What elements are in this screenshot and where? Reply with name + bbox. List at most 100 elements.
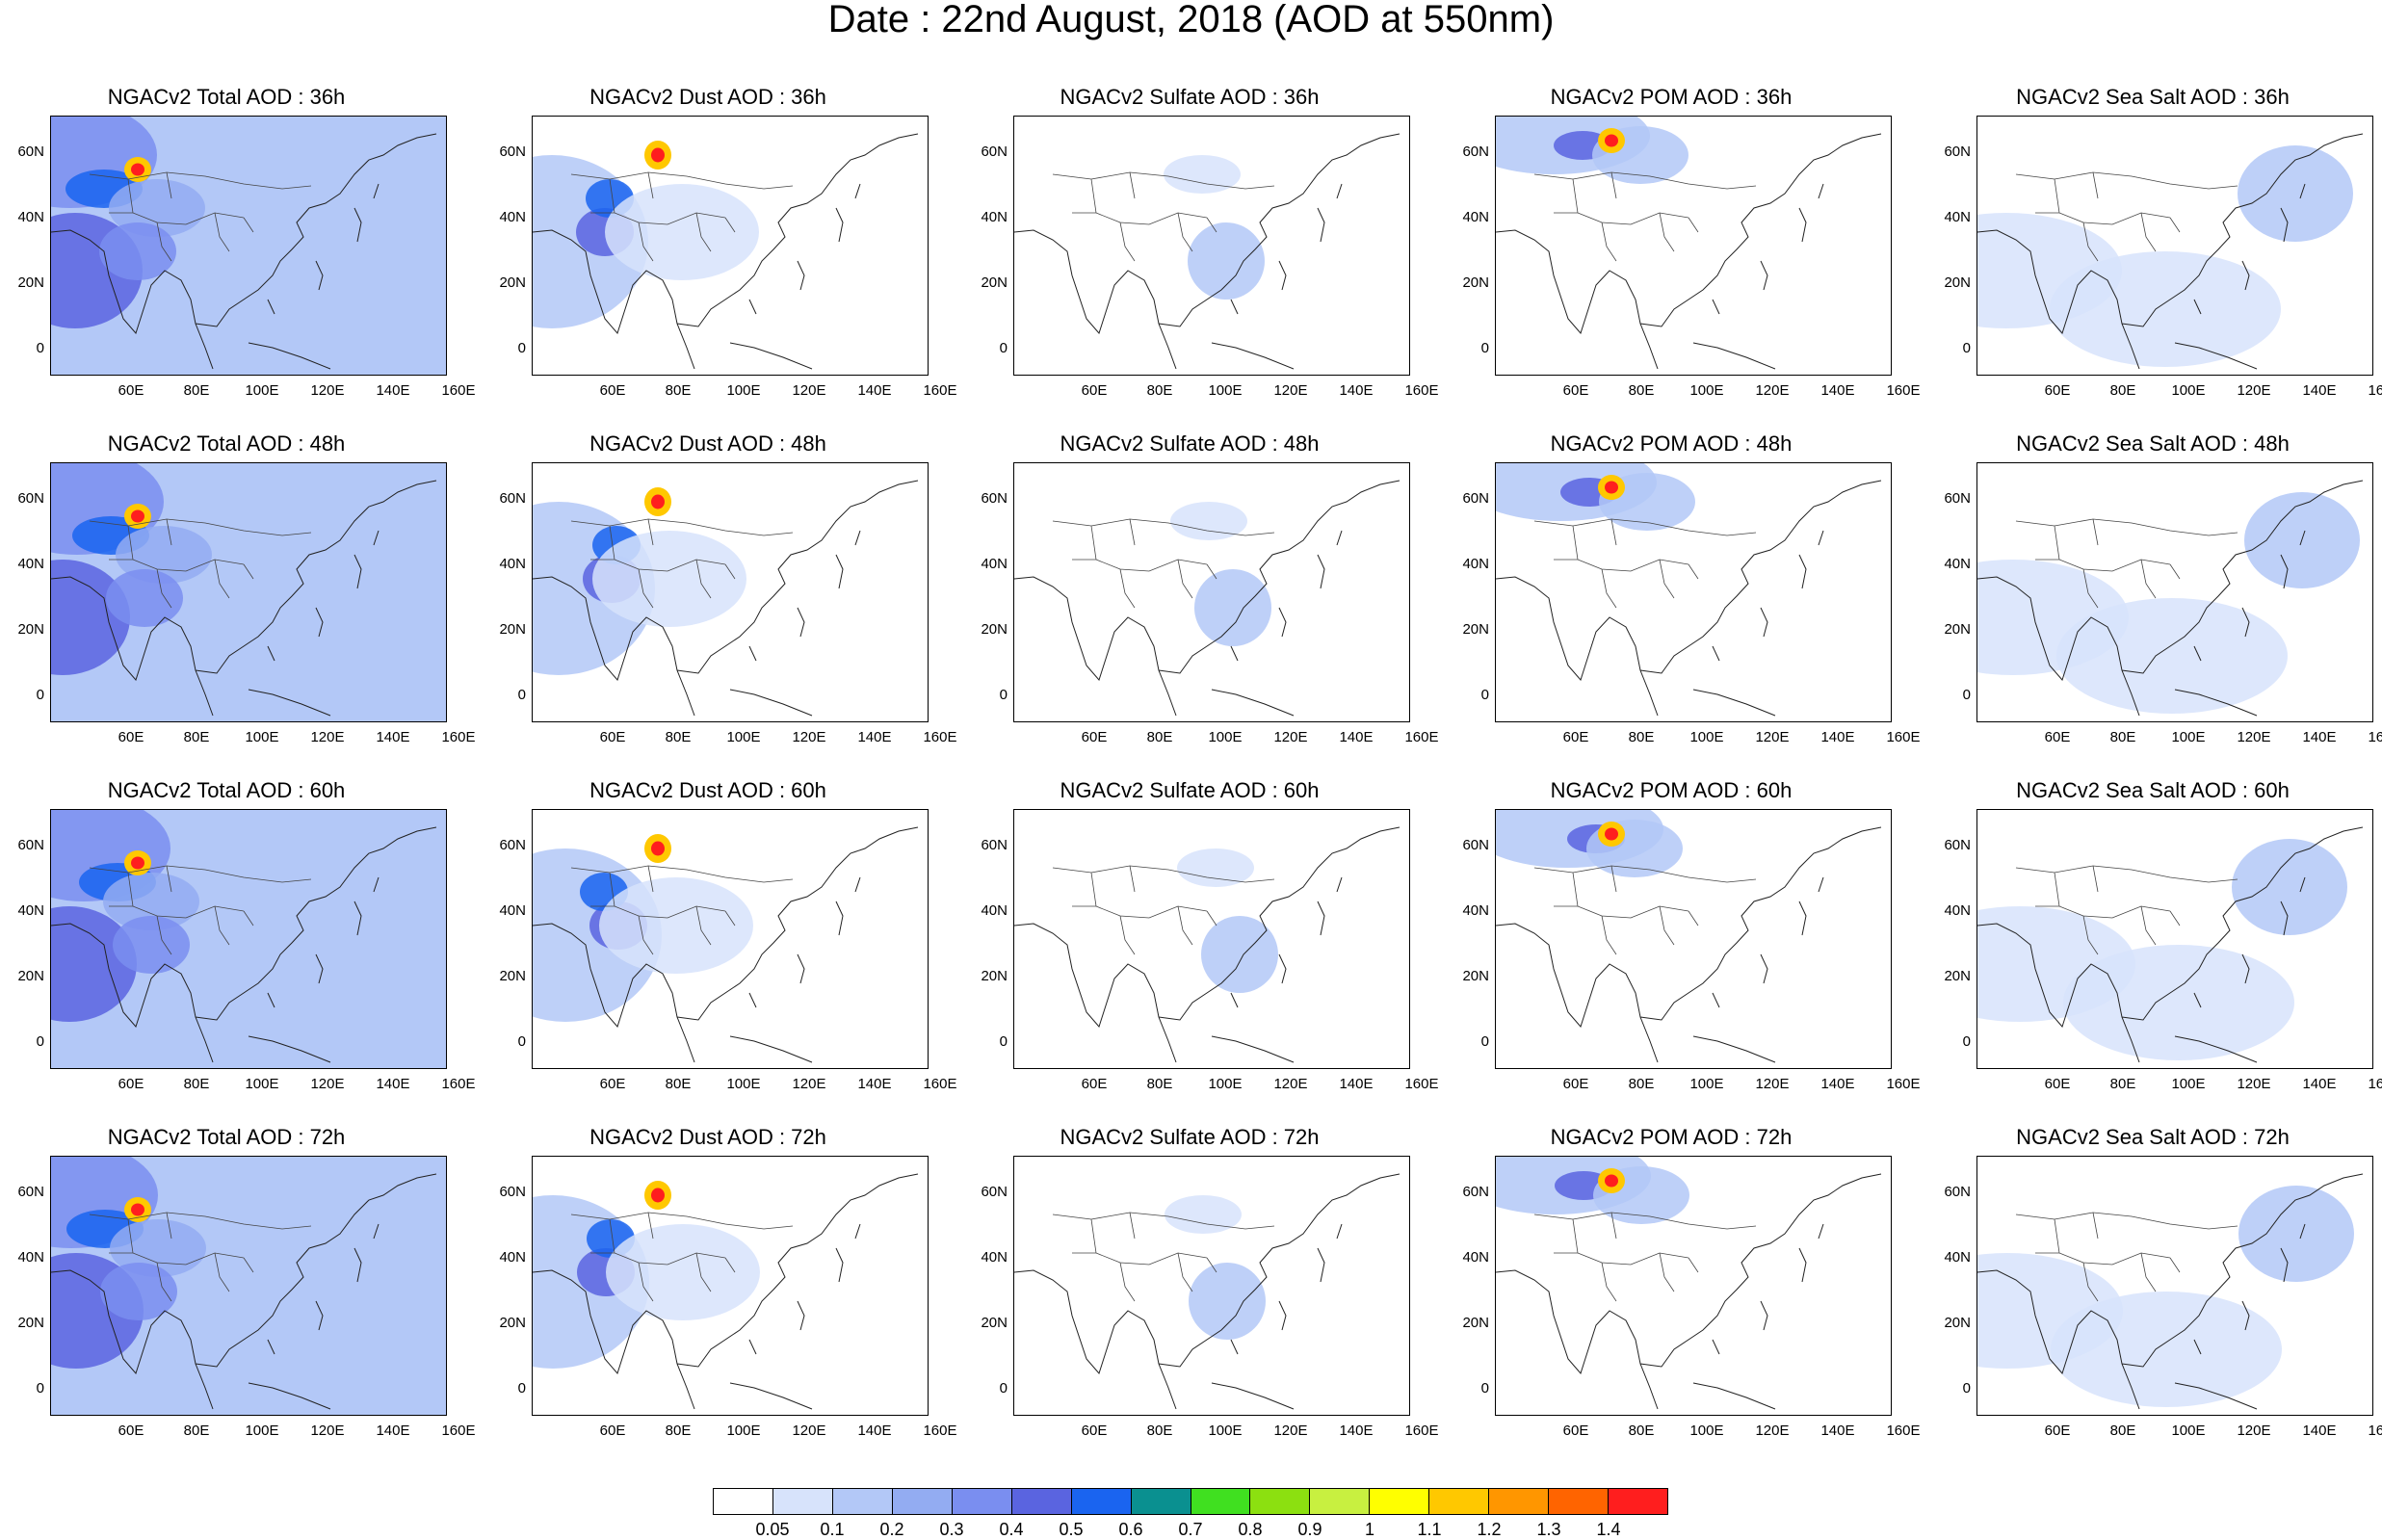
coastline <box>1014 1173 1400 1410</box>
y-tick-label: 0 <box>36 687 44 703</box>
aod-plume <box>1188 222 1265 300</box>
x-tick-label: 60E <box>1081 1423 1108 1439</box>
colorbar-label: 0.5 <box>1059 1520 1084 1539</box>
aod-plume <box>116 526 212 584</box>
map-frame <box>1013 116 1410 376</box>
y-tick-label: 20N <box>1944 274 1971 291</box>
colorbar-swatch <box>1071 1489 1132 1514</box>
colorbar-swatch <box>1191 1489 1251 1514</box>
aod-plume <box>109 179 205 237</box>
x-tick-label: 60E <box>2044 729 2071 745</box>
y-tick-label: 40N <box>499 1249 526 1266</box>
y-tick-label: 0 <box>1480 1380 1489 1396</box>
coastline <box>1014 480 1400 717</box>
y-tick-label: 20N <box>499 1315 526 1331</box>
y-tick-label: 60N <box>1462 144 1489 160</box>
aod-plume <box>1164 155 1241 194</box>
x-tick-label: 160E <box>1886 1423 1921 1439</box>
aod-plume <box>1201 916 1278 993</box>
coastline <box>1977 1173 2364 1410</box>
x-tick-label: 60E <box>599 729 626 745</box>
y-tick-label: 40N <box>1462 209 1489 225</box>
x-tick-label: 100E <box>726 382 761 399</box>
panel-title: NGACv2 Dust AOD : 60h <box>589 778 826 802</box>
coastline <box>1496 133 1882 370</box>
x-tick-label: 140E <box>376 1076 410 1092</box>
y-tick-label: 0 <box>1962 1033 1971 1050</box>
country-borders <box>1533 865 1757 955</box>
x-tick-label: 100E <box>245 729 279 745</box>
map-frame <box>50 116 447 376</box>
colorbar-label: 0.2 <box>879 1520 904 1539</box>
colorbar-swatch <box>1370 1489 1430 1514</box>
aod-hotspot-core <box>131 1203 144 1216</box>
y-tick-label: 20N <box>1944 621 1971 638</box>
coastline <box>1014 133 1400 370</box>
x-tick-label: 140E <box>1339 1423 1374 1439</box>
map-frame <box>1976 809 2373 1069</box>
y-tick-label: 60N <box>981 1184 1008 1200</box>
panel-title: NGACv2 POM AOD : 48h <box>1550 431 1793 456</box>
y-tick-label: 20N <box>1944 1315 1971 1331</box>
coastline <box>1496 480 1882 717</box>
aod-plume <box>2051 1292 2282 1407</box>
country-borders <box>89 171 312 262</box>
aod-plume <box>1170 502 1247 540</box>
x-tick-label: 160E <box>1886 382 1921 399</box>
colorbar-swatch <box>1609 1489 1667 1514</box>
map-panel: NGACv2 Total AOD : 48h 60N 40N 20N 0 60E 80E 10… <box>0 431 482 759</box>
map-panel: NGACv2 Dust AOD : 60h 60N 40N 20N 0 60E 80E 100… <box>482 778 963 1106</box>
coastline <box>1496 1173 1882 1410</box>
y-tick-label: 40N <box>981 556 1008 572</box>
map-frame <box>1013 809 1410 1069</box>
x-tick-label: 140E <box>2302 382 2337 399</box>
y-tick-label: 60N <box>499 144 526 160</box>
x-tick-label: 60E <box>1081 1076 1108 1092</box>
y-tick-label: 20N <box>1462 968 1489 984</box>
x-tick-label: 140E <box>857 382 892 399</box>
y-tick-label: 40N <box>1944 556 1971 572</box>
x-tick-label: 120E <box>310 1076 345 1092</box>
x-tick-label: 120E <box>310 1423 345 1439</box>
aod-map <box>1977 117 2372 375</box>
x-tick-label: 80E <box>1146 1423 1173 1439</box>
aod-map <box>1977 463 2372 721</box>
aod-plume <box>106 569 183 627</box>
x-tick-label: 140E <box>1339 1076 1374 1092</box>
y-tick-label: 60N <box>1944 490 1971 507</box>
panel-title: NGACv2 Sea Salt AOD : 72h <box>2016 1125 2290 1149</box>
panel-title: NGACv2 Total AOD : 36h <box>107 85 346 109</box>
x-tick-label: 80E <box>2109 382 2136 399</box>
coastline <box>1977 133 2364 370</box>
aod-map <box>1014 810 1409 1068</box>
x-tick-label: 80E <box>665 382 692 399</box>
aod-plume <box>599 877 753 974</box>
aod-hotspot-core <box>1605 1174 1618 1188</box>
panel-title: NGACv2 Sulfate AOD : 60h <box>1060 778 1320 802</box>
x-tick-label: 80E <box>183 382 210 399</box>
coastline <box>533 826 919 1063</box>
y-tick-label: 60N <box>1944 144 1971 160</box>
x-tick-label: 140E <box>2302 1076 2337 1092</box>
aod-plume <box>2063 945 2294 1060</box>
x-tick-label: 100E <box>1689 382 1724 399</box>
coastline <box>533 133 919 370</box>
panel-title: NGACv2 Sea Salt AOD : 36h <box>2016 85 2290 109</box>
panel-title: NGACv2 Total AOD : 72h <box>107 1125 346 1149</box>
x-tick-label: 120E <box>1755 382 1790 399</box>
x-tick-label: 160E <box>2368 382 2382 399</box>
x-tick-label: 100E <box>2171 1076 2206 1092</box>
y-tick-label: 20N <box>981 274 1008 291</box>
x-tick-label: 140E <box>376 729 410 745</box>
y-tick-label: 60N <box>17 1184 44 1200</box>
colorbar-label: 0.3 <box>939 1520 964 1539</box>
x-tick-label: 60E <box>1562 382 1589 399</box>
aod-plume <box>606 1224 760 1320</box>
x-tick-label: 80E <box>1146 729 1173 745</box>
x-tick-label: 60E <box>1562 729 1589 745</box>
aod-plume <box>605 184 759 280</box>
aod-plume <box>1189 1263 1266 1340</box>
y-tick-label: 0 <box>1480 1033 1489 1050</box>
map-frame <box>1013 462 1410 722</box>
coastline <box>1496 826 1882 1063</box>
